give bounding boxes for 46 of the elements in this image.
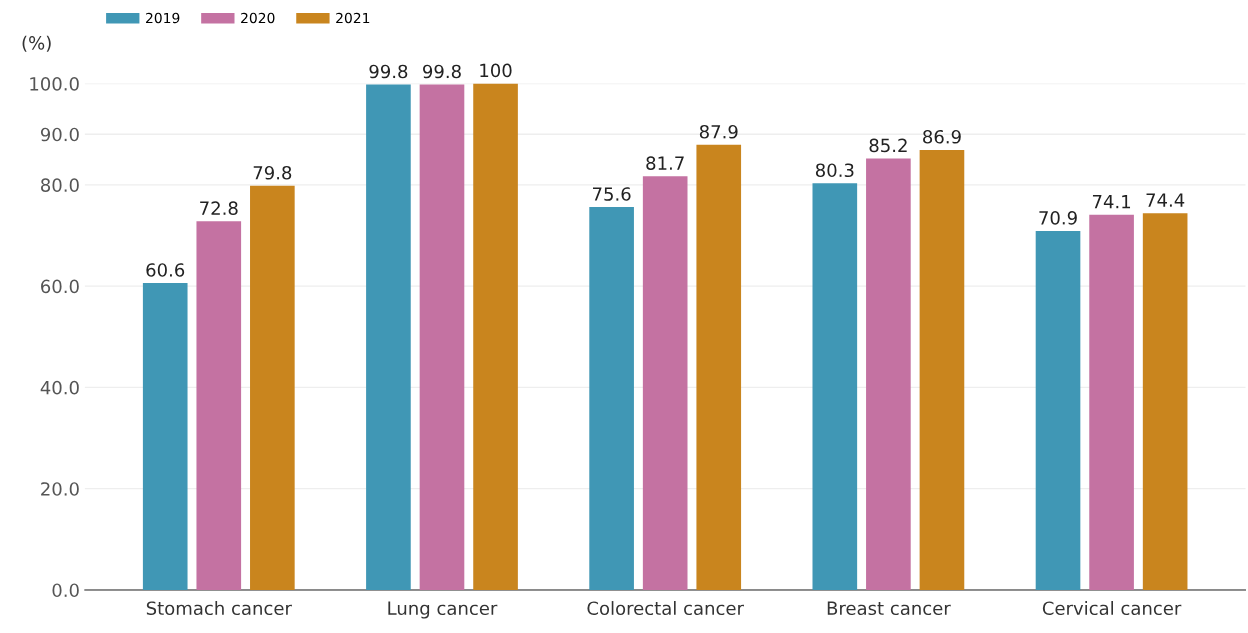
x-tick-label: Breast cancer — [827, 601, 951, 616]
data-label: 72.8 — [200, 201, 238, 216]
legend-label: 2021 — [336, 12, 370, 24]
y-tick-label: 90.0 — [40, 127, 79, 142]
x-tick-label: Colorectal cancer — [587, 601, 744, 616]
data-label: 81.7 — [646, 156, 684, 170]
bar — [250, 185, 295, 590]
data-label: 100 — [480, 63, 512, 78]
bar — [866, 158, 911, 590]
y-tick-label: 60.0 — [41, 279, 79, 294]
data-label: 74.4 — [1146, 193, 1185, 207]
data-label: 75.6 — [593, 187, 631, 201]
data-label: 70.9 — [1039, 210, 1077, 225]
y-axis-title: (%) — [22, 35, 51, 52]
bar — [142, 283, 188, 590]
y-tick-label: 0.0 — [52, 583, 79, 598]
bar — [812, 183, 858, 590]
data-label: 87.9 — [699, 124, 738, 139]
x-tick-label: Lung cancer — [388, 601, 498, 619]
x-tick-label: Stomach cancer — [146, 601, 292, 616]
y-tick-label: 40.0 — [40, 380, 79, 395]
legend-label: 2020 — [241, 12, 275, 24]
bar — [696, 144, 742, 590]
data-label: 99.8 — [423, 64, 461, 79]
legend-label: 2019 — [146, 12, 180, 24]
data-label: 99.8 — [369, 64, 408, 79]
bar — [1035, 230, 1081, 590]
bar — [1142, 213, 1188, 590]
bar — [196, 221, 242, 590]
bar — [419, 84, 465, 590]
data-label: 85.2 — [869, 138, 907, 153]
data-label: 86.9 — [923, 129, 961, 144]
data-label: 80.3 — [815, 163, 854, 178]
bar — [589, 207, 634, 590]
data-label: 74.1 — [1092, 195, 1131, 209]
bar — [473, 83, 518, 590]
y-tick-label: 20.0 — [41, 482, 79, 496]
y-tick-label: 80.0 — [41, 178, 79, 192]
bar — [919, 149, 965, 590]
data-label: 60.6 — [146, 263, 185, 277]
x-tick-label: Cervical cancer — [1042, 601, 1182, 616]
data-label: 79.8 — [253, 165, 292, 180]
bar — [1089, 214, 1134, 590]
bar — [366, 84, 411, 590]
y-tick-label: 100.0 — [30, 77, 79, 91]
bar — [642, 176, 688, 590]
